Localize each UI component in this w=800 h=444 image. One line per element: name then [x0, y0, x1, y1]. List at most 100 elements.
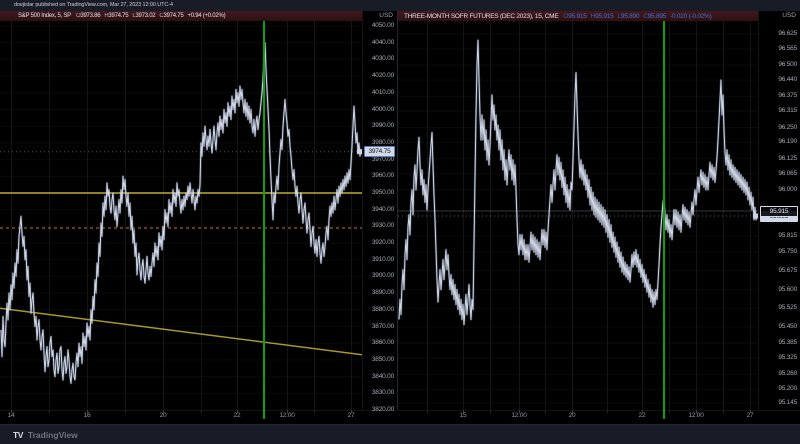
- green-vertical-line[interactable]: [263, 11, 265, 419]
- ohlc-label-C: C: [159, 13, 164, 19]
- legend-symbol-title: THREE-MONTH SOFR FUTURES (DEC 2023), 15,…: [404, 12, 559, 20]
- time-grid-tick: [125, 410, 126, 413]
- time-grid-tick: [49, 410, 50, 413]
- price-tick-label: 96.250: [778, 123, 797, 131]
- time-grid-tick: [201, 410, 202, 413]
- price-tick-label: 96.065: [778, 169, 797, 177]
- price-tick-label: 95.750: [778, 248, 797, 256]
- legend-sofr[interactable]: THREE-MONTH SOFR FUTURES (DEC 2023), 15,…: [398, 11, 758, 21]
- ohlc-label-L: L: [132, 13, 136, 19]
- time-grid-tick: [723, 410, 724, 413]
- price-tick-label: 4030.00: [371, 55, 394, 63]
- ohlc-label-C: C: [643, 12, 648, 20]
- price-tick-label: 3990.00: [371, 122, 394, 130]
- time-grid-tick: [427, 410, 428, 413]
- price-tick-label: 96.125: [778, 154, 797, 162]
- price-tick-label: 3950.00: [371, 189, 394, 196]
- price-chart-sp500[interactable]: [0, 11, 362, 410]
- price-tick-label: 3960.00: [371, 172, 394, 180]
- price-tick-label: 95.325: [778, 354, 797, 362]
- price-tick-label: 3970.00: [371, 155, 394, 163]
- price-tick-label: 3850.00: [371, 355, 394, 363]
- price-axis-sofr[interactable]: 96.625 96.565 96.500 96.440 96.375 96.315 96.2…: [758, 11, 800, 410]
- time-grid-tick: [490, 410, 491, 413]
- grid: [0, 11, 362, 410]
- price-tick-label: 4050.00: [371, 22, 394, 29]
- publish-banner-text: doejistar published on TradingView.com, …: [14, 2, 173, 8]
- legend-change: +0.94 (+0.02%): [187, 13, 226, 19]
- price-tick-label: 95.675: [778, 266, 797, 274]
- price-tick-label: 95.260: [778, 370, 797, 378]
- legend-change: -0.020 (-0.02%): [670, 12, 712, 20]
- green-vertical-line[interactable]: [663, 11, 665, 419]
- time-tick: [463, 410, 464, 413]
- price-tick-label: 4020.00: [371, 72, 394, 80]
- ohlc-label-O: O: [75, 13, 81, 19]
- time-tick-label: 27: [347, 412, 355, 419]
- price-tick-label: 3870.00: [371, 322, 394, 330]
- time-tick: [11, 410, 12, 413]
- time-grid-tick: [545, 410, 546, 413]
- time-tick-label: 12:00: [279, 412, 295, 419]
- price-axis-sp500[interactable]: 4050.00 4040.00 4030.00 4020.00 4010.00 4000.…: [362, 11, 397, 413]
- time-tick-label: 16: [83, 412, 91, 419]
- price-tick-label: 96.375: [778, 92, 797, 100]
- time-grid-tick: [669, 410, 670, 413]
- ohlc-value-C: 3974.75: [163, 13, 184, 19]
- legend-sp500[interactable]: S&P 500 Index, 5, SP O 3973.86 H 3974.75 L 397…: [0, 11, 362, 21]
- price-tick-label: 3830.00: [371, 389, 394, 397]
- price-tick-label: 3860.00: [371, 339, 394, 347]
- price-tick-label: 3920.00: [371, 239, 394, 247]
- time-tick: [750, 410, 751, 413]
- price-tick-label: 96.190: [778, 138, 797, 146]
- price-tick-label: 4000.00: [371, 105, 394, 113]
- price-tick-label: 96.625: [778, 29, 797, 37]
- price-series: [398, 39, 758, 325]
- currency-label: USD: [782, 12, 796, 19]
- price-tick-label: 4010.00: [371, 88, 394, 96]
- ohlc-label-H: H: [590, 12, 596, 20]
- price-tick-label: 3930.00: [371, 222, 394, 230]
- price-tick-label: 96.000: [778, 185, 797, 193]
- time-tick-label: 12:00: [688, 412, 704, 419]
- price-tick-label: 95.385: [778, 339, 797, 347]
- ohlc-label-H: H: [104, 13, 109, 19]
- time-tick-label: 20: [568, 412, 576, 419]
- time-tick: [237, 410, 238, 413]
- price-tick-label: 3940.00: [371, 205, 394, 213]
- ohlc-value-L: 95.890: [620, 12, 640, 20]
- tradingview-logo-icon[interactable]: TV: [13, 429, 23, 440]
- time-tick-label: 15: [459, 412, 467, 419]
- chart-panel-sp500: S&P 500 Index, 5, SP O 3973.86 H 3974.75 L 397…: [0, 0, 397, 424]
- ohlc-value-H: 95.915: [595, 12, 614, 20]
- price-tick-label: 96.565: [778, 44, 797, 52]
- time-tick: [642, 410, 643, 413]
- time-tick-label: 20: [159, 412, 167, 419]
- price-chart-sofr[interactable]: [398, 11, 758, 410]
- last-price-marker: [753, 213, 758, 219]
- ohlc-label-L: L: [617, 12, 621, 20]
- ohlc-value-L: 3973.02: [135, 13, 156, 19]
- time-axis-border: [398, 410, 800, 411]
- drawing-trendline[interactable]: [0, 307, 362, 356]
- time-tick: [572, 410, 573, 413]
- price-tick-label: 3910.00: [371, 255, 394, 263]
- legend-symbol-title: S&P 500 Index, 5, SP: [18, 13, 71, 19]
- chart-panel-sofr: THREE-MONTH SOFR FUTURES (DEC 2023), 15,…: [398, 0, 800, 424]
- time-tick-label: 14: [7, 412, 15, 419]
- price-tick-label: 3980.00: [371, 138, 394, 146]
- price-tick-label: 95.450: [778, 323, 797, 330]
- time-tick: [163, 410, 164, 413]
- price-tick-label: 95.525: [778, 304, 797, 312]
- price-tick-label: 3840.00: [371, 372, 394, 380]
- last-price-label: 3974.75: [364, 146, 395, 158]
- time-tick: [351, 410, 352, 413]
- tradingview-brand[interactable]: TradingView: [27, 429, 78, 440]
- price-tick-label: 3890.00: [371, 289, 394, 297]
- price-tick-label: 3900.00: [371, 272, 394, 280]
- publish-banner: doejistar published on TradingView.com, …: [0, 0, 800, 11]
- price-tick-label: 95.200: [778, 385, 797, 393]
- ohlc-value-O: 3973.86: [80, 13, 101, 19]
- time-tick: [287, 410, 288, 413]
